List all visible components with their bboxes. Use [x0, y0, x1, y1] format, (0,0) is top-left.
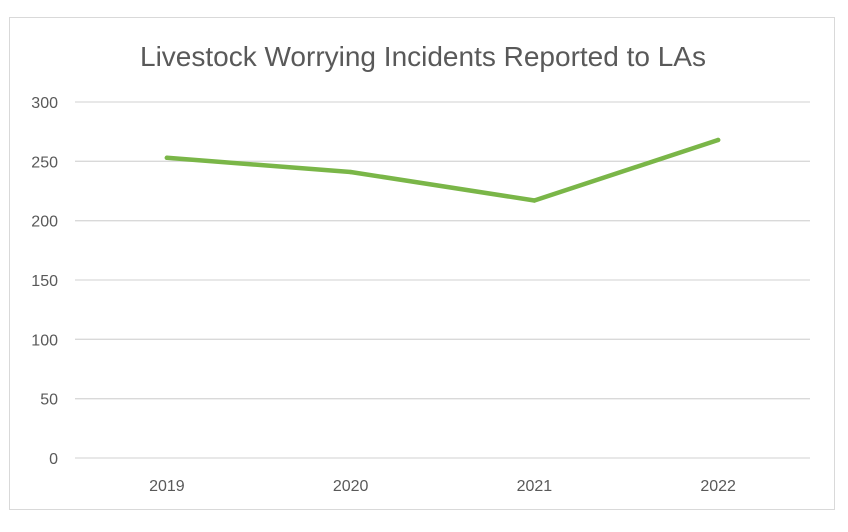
- data-point-2021: [532, 198, 537, 203]
- data-point-2022: [715, 137, 721, 143]
- data-point-2019: [164, 155, 170, 160]
- y-tick-label: 0: [49, 451, 58, 468]
- y-tick-label: 150: [31, 273, 58, 290]
- y-axis-ticks: 0 50 100 150 200 250 300: [31, 95, 58, 468]
- y-tick-label: 300: [31, 95, 58, 112]
- x-tick-label: 2022: [700, 478, 736, 495]
- chart-frame: [9, 17, 835, 510]
- x-tick-label: 2021: [517, 478, 553, 495]
- y-tick-label: 50: [40, 392, 58, 409]
- x-tick-label: 2020: [333, 478, 369, 495]
- y-tick-label: 200: [31, 214, 58, 231]
- y-tick-label: 100: [31, 332, 58, 349]
- gridlines: [75, 101, 810, 459]
- chart-title: Livestock Worrying Incidents Reported to…: [140, 41, 706, 72]
- data-point-2020: [348, 169, 353, 175]
- x-tick-label: 2019: [149, 478, 185, 495]
- series-line-0: [164, 137, 721, 203]
- x-axis-ticks: 2019 2020 2021 2022: [149, 478, 736, 495]
- series-group: [164, 137, 721, 203]
- y-tick-label: 250: [31, 154, 58, 171]
